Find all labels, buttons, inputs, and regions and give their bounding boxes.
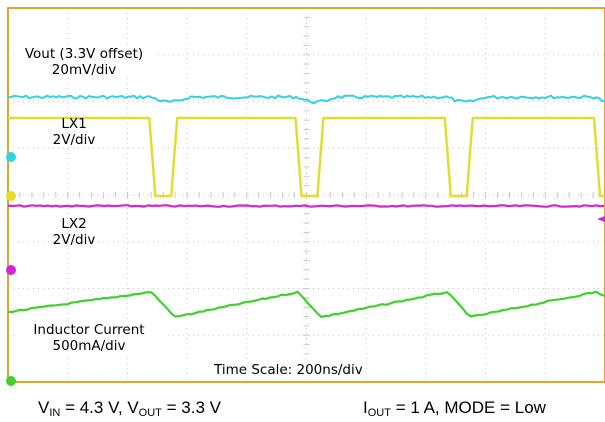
grid — [7, 7, 605, 383]
inductor-current-trace — [7, 290, 605, 318]
lx1-scale: 2V/div — [52, 132, 96, 148]
vout-name: Vout (3.3V offset) — [24, 46, 144, 62]
il-ground-marker — [6, 376, 16, 386]
test-conditions-caption: VIN = 4.3 V, VOUT = 3.3 V IOUT = 1 A, MO… — [0, 398, 605, 422]
lx1-name: LX1 — [61, 116, 87, 132]
lx1-trace — [8, 116, 605, 198]
il-scale: 500mA/div — [52, 338, 126, 354]
lx1-ground-marker — [6, 191, 16, 201]
lx1-label: LX1 2V/div — [44, 116, 104, 148]
lx2-label: LX2 2V/div — [44, 216, 104, 248]
lx2-name: LX2 — [61, 216, 87, 232]
vout-label: Vout (3.3V offset) 20mV/div — [14, 46, 154, 78]
lx2-trace — [7, 204, 605, 208]
lx2-scale: 2V/div — [52, 232, 96, 248]
inductor-current-label: Inductor Current 500mA/div — [14, 322, 164, 354]
vout-scale: 20mV/div — [51, 62, 117, 78]
lx2-ground-marker — [6, 265, 16, 275]
time-scale-label: Time Scale: 200ns/div — [212, 362, 365, 378]
il-name: Inductor Current — [33, 322, 145, 338]
caption-iout-mode: IOUT = 1 A, MODE = Low — [363, 398, 546, 419]
caption-vin-vout: VIN = 4.3 V, VOUT = 3.3 V — [38, 398, 221, 419]
trigger-level-marker — [597, 216, 605, 222]
vout-ground-marker — [6, 152, 16, 162]
vout-trace — [7, 94, 605, 105]
